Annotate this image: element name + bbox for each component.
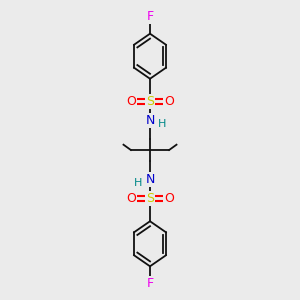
Text: H: H <box>134 178 142 188</box>
Text: O: O <box>126 95 136 108</box>
Text: F: F <box>146 10 154 22</box>
Text: O: O <box>164 192 174 205</box>
Text: S: S <box>146 95 154 108</box>
Text: S: S <box>146 192 154 205</box>
Text: N: N <box>145 173 155 186</box>
Text: F: F <box>146 278 154 290</box>
Text: O: O <box>164 95 174 108</box>
Text: H: H <box>158 119 166 129</box>
Text: O: O <box>126 192 136 205</box>
Text: N: N <box>145 114 155 127</box>
